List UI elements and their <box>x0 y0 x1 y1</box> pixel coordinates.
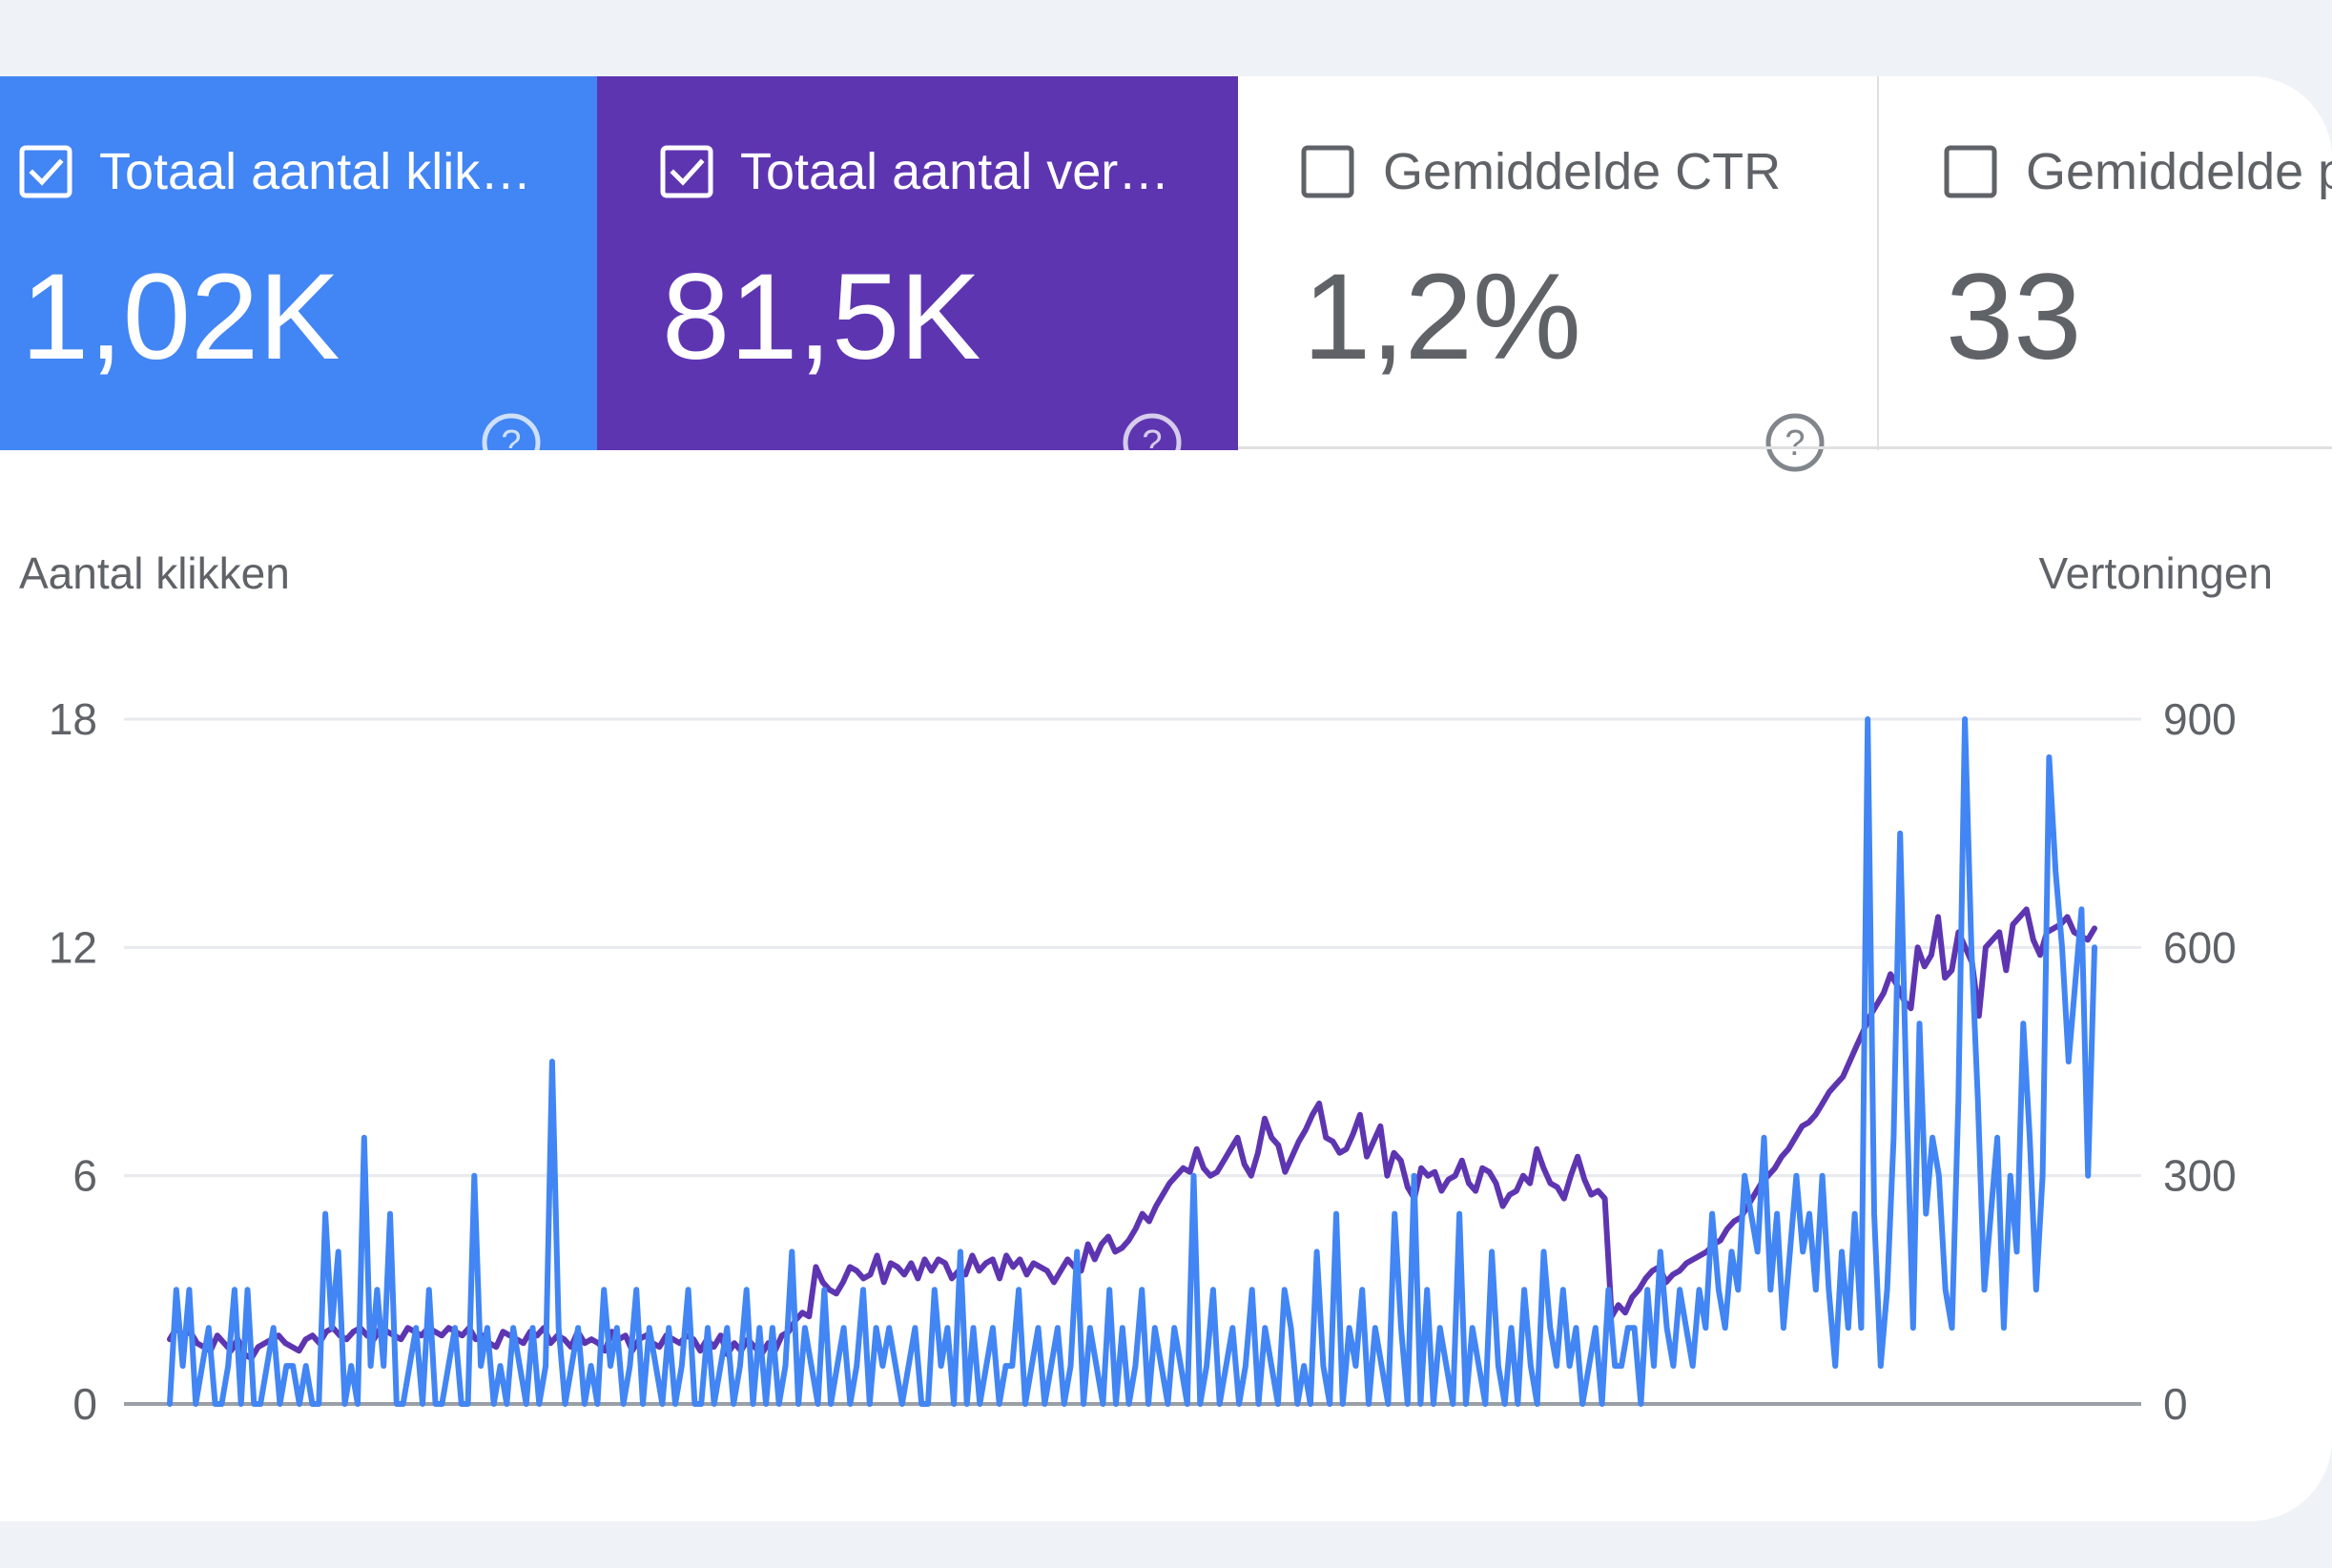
tile-label: Totaal aantal klik… <box>99 143 532 200</box>
help-icon[interactable]: ? <box>481 412 542 473</box>
left-tick-label: 6 <box>72 1151 97 1201</box>
tile-label: Gemiddelde p <box>2026 143 2332 200</box>
right-tick-label: 600 <box>2163 922 2237 972</box>
checkbox-checked-icon[interactable] <box>19 145 72 198</box>
tile-total-impressions[interactable]: Totaal aantal ver… 81,5K ? <box>597 76 1238 472</box>
tile-label: Gemiddelde CTR <box>1383 143 1782 200</box>
help-icon[interactable]: ? <box>1122 412 1183 473</box>
svg-text:?: ? <box>1142 423 1162 464</box>
series-line-impressions <box>167 906 2097 1362</box>
tile-divider <box>1877 76 1880 450</box>
left-tick-label: 18 <box>49 694 97 744</box>
right-tick-label: 300 <box>2163 1151 2237 1201</box>
tile-label: Totaal aantal ver… <box>740 143 1170 200</box>
tile-value: 81,5K <box>662 249 981 385</box>
tile-value: 33 <box>1946 249 2082 385</box>
tile-value: 1,02K <box>21 249 341 385</box>
tile-value: 1,2% <box>1303 249 1581 385</box>
right-axis-title: Vertoningen <box>2038 548 2273 598</box>
tiles-bottom-border <box>1238 446 2332 449</box>
tile-total-clicks[interactable]: Totaal aantal klik… 1,02K ? <box>0 76 597 472</box>
performance-card: Totaal aantal klik… 1,02K ? Totaal aanta… <box>0 76 2332 1521</box>
left-tick-label: 0 <box>72 1379 97 1429</box>
metric-tiles: Totaal aantal klik… 1,02K ? Totaal aanta… <box>0 76 2332 472</box>
checkbox-unchecked-icon[interactable] <box>1944 145 1997 198</box>
performance-chart: 0 6 12 18 0 300 600 900 <box>49 694 2237 1429</box>
series-line-clicks <box>167 716 2097 1407</box>
svg-text:?: ? <box>1785 423 1805 464</box>
chart-area: Aantal klikken Vertoningen 0 6 12 18 0 300 600… <box>0 450 2332 1521</box>
tile-average-ctr[interactable]: Gemiddelde CTR 1,2% ? <box>1238 76 1879 472</box>
right-tick-label: 900 <box>2163 694 2237 744</box>
left-tick-label: 12 <box>49 922 97 972</box>
left-axis-title: Aantal klikken <box>19 548 290 598</box>
svg-text:?: ? <box>501 423 521 464</box>
checkbox-unchecked-icon[interactable] <box>1301 145 1354 198</box>
tile-average-position[interactable]: Gemiddelde p 33 <box>1879 76 2332 450</box>
help-icon[interactable]: ? <box>1764 412 1826 473</box>
right-tick-label: 0 <box>2163 1379 2188 1429</box>
checkbox-checked-icon[interactable] <box>660 145 713 198</box>
